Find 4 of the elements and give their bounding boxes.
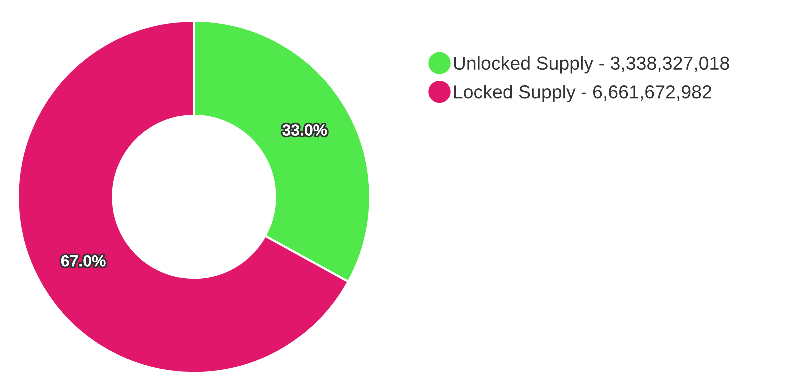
data-label: 67.0% [62, 255, 106, 267]
data-label: 33.0% [282, 124, 328, 136]
legend-label: Locked Supply - 6,661,672,982 [454, 85, 712, 102]
legend-label: Unlocked Supply - 3,338,327,018 [454, 56, 730, 74]
